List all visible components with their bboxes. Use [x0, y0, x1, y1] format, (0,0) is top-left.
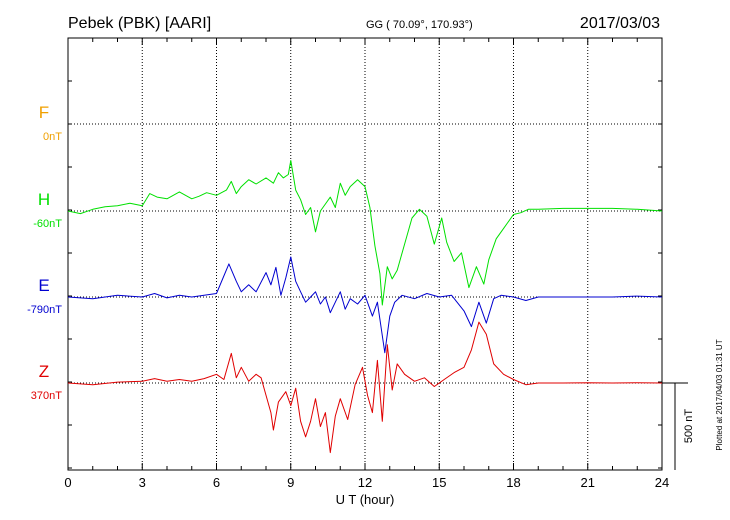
- series-name-f: F: [39, 103, 49, 122]
- station-title: Pebek (PBK) [AARI]: [68, 15, 211, 32]
- series-baseline-z: 370nT: [31, 390, 62, 402]
- x-tick-label: 6: [213, 475, 220, 490]
- series-line-e: [67, 256, 663, 354]
- x-tick-label: 12: [358, 475, 372, 490]
- coordinates-label: GG ( 70.09°, 170.93°): [366, 19, 473, 31]
- series-baseline-f: 0nT: [43, 131, 62, 143]
- series-labels: F 0nT H -60nT E -790nT Z 370nT: [27, 103, 62, 402]
- x-tick-label: 24: [655, 475, 669, 490]
- x-tick-label: 18: [506, 475, 520, 490]
- scale-bar-label: 500 nT: [683, 409, 695, 444]
- series-line-z: [67, 321, 663, 454]
- date-label: 2017/03/03: [580, 15, 660, 32]
- x-axis-title: U T (hour): [336, 492, 395, 507]
- grid: [68, 38, 662, 470]
- x-tick-label: 15: [432, 475, 446, 490]
- x-tick-label: 3: [139, 475, 146, 490]
- series-baseline-e: -790nT: [27, 304, 62, 316]
- plotted-timestamp: Plotted at 2017/04/03 01:31 UT: [715, 339, 724, 450]
- series-name-h: H: [38, 190, 50, 209]
- x-tick-label: 9: [287, 475, 294, 490]
- series-name-e: E: [38, 276, 49, 295]
- x-axis-ticks: 0 3 6 9 12 15 18 21 24: [64, 38, 669, 490]
- series-line-h: [67, 160, 663, 306]
- series-baseline-h: -60nT: [33, 218, 62, 230]
- scale-bar: 500 nT: [662, 382, 695, 470]
- series-name-z: Z: [39, 362, 49, 381]
- x-tick-label: 0: [64, 475, 71, 490]
- series-traces: [67, 160, 663, 454]
- x-tick-label: 21: [581, 475, 595, 490]
